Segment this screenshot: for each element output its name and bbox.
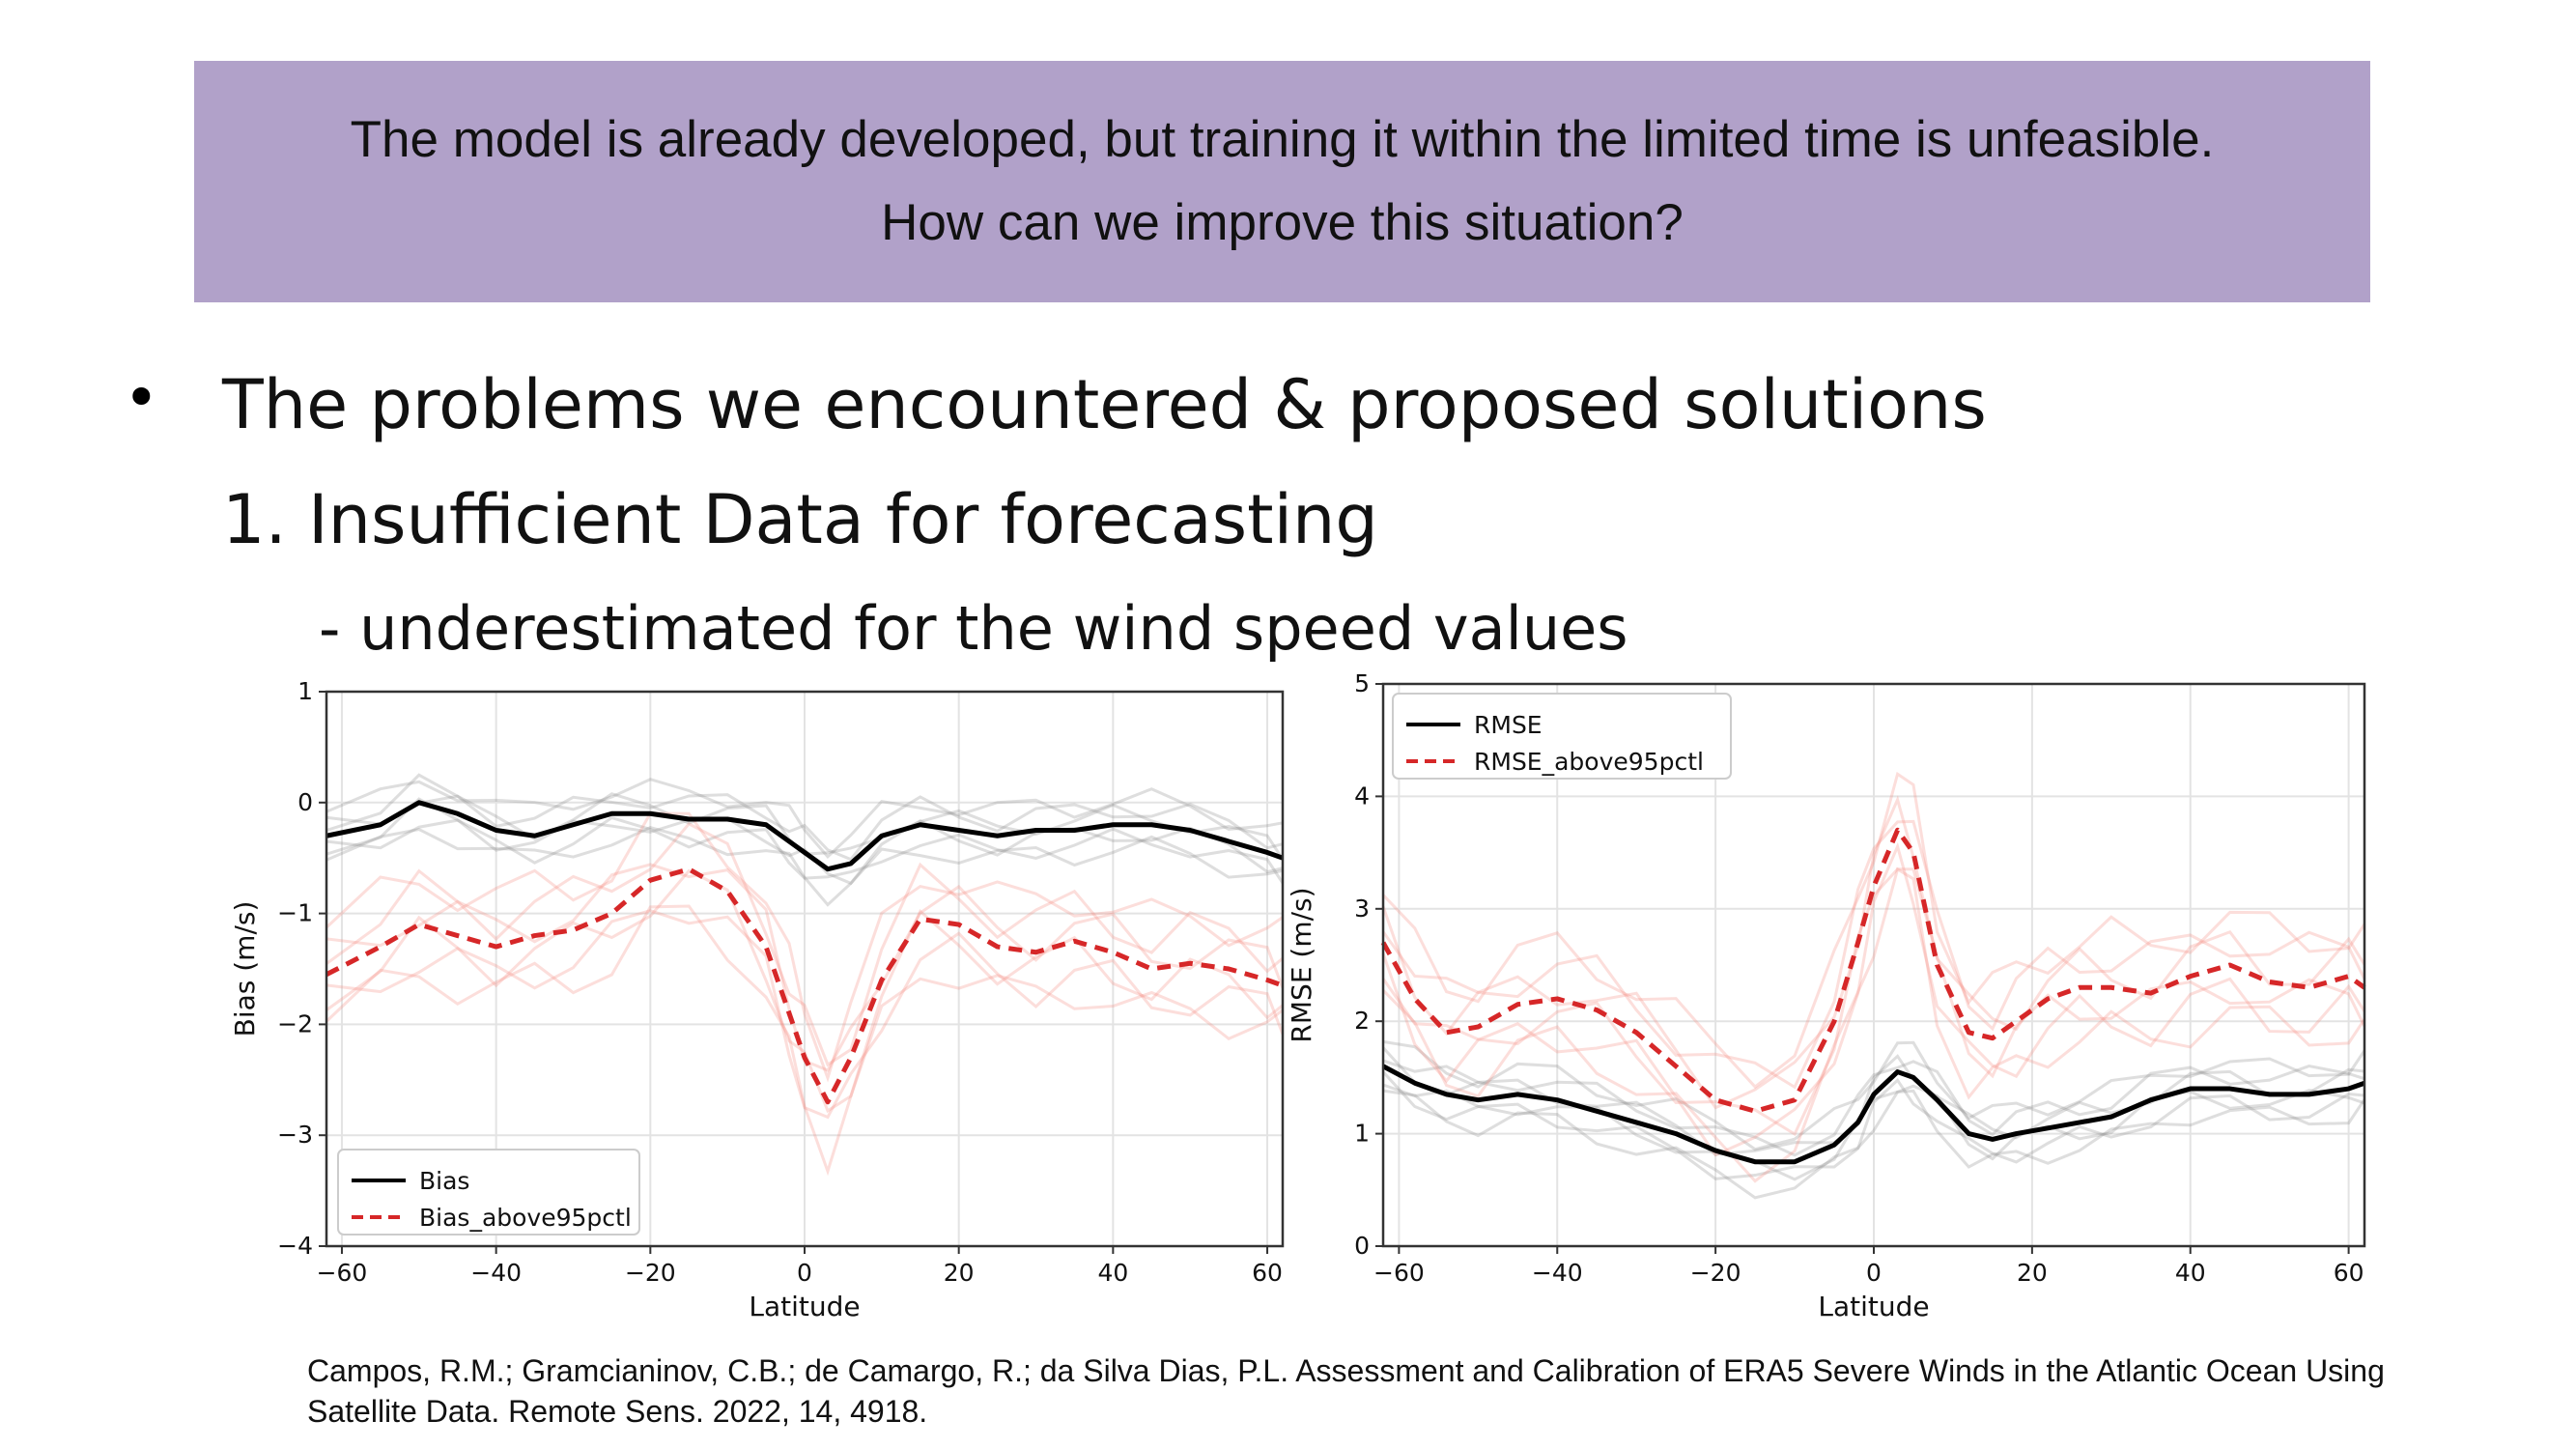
y-tick-label: 1: [297, 677, 313, 705]
x-tick-label: −60: [1373, 1259, 1425, 1287]
x-tick-label: 40: [1097, 1259, 1128, 1287]
legend-label: RMSE: [1474, 711, 1543, 739]
x-axis-label: Latitude: [749, 1291, 860, 1322]
sub-heading: 1. Insufficient Data for forecasting: [222, 480, 1378, 559]
x-tick-label: 40: [2175, 1259, 2206, 1287]
y-tick-label: 2: [1354, 1007, 1370, 1035]
ensemble-member-line: [1382, 1089, 2366, 1200]
series-line-bias_above95pctl: [325, 867, 1284, 1105]
ensemble-member-line: [1381, 795, 2366, 1110]
y-tick-label: −4: [277, 1232, 313, 1260]
x-tick-label: 60: [1252, 1259, 1283, 1287]
y-tick-label: −2: [277, 1009, 313, 1037]
detail-text: - underestimated for the wind speed valu…: [319, 593, 1628, 664]
ensemble-member-line: [1381, 771, 2366, 1090]
y-tick-label: −1: [277, 899, 313, 927]
bias-chart: −60 −40 −20 0 20 40 60 −4 −3 −2 −1 0 1 Latitude Bias (…: [229, 677, 1285, 1322]
banner-line-1: The model is already developed, but trai…: [350, 111, 2215, 168]
y-tick-label: 3: [1354, 895, 1370, 923]
y-tick-label: 0: [297, 788, 313, 816]
ensemble-member-line: [326, 825, 1284, 907]
ensemble-member-line: [326, 778, 1284, 860]
ensemble-member-line: [326, 792, 1285, 861]
y-tick-label: −3: [277, 1121, 313, 1149]
x-tick-label: −20: [1690, 1259, 1741, 1287]
legend-label: Bias: [419, 1167, 469, 1195]
legend-label: RMSE_above95pctl: [1474, 748, 1704, 776]
ensemble-member-line: [1382, 1083, 2365, 1181]
x-axis-label: Latitude: [1818, 1291, 1929, 1322]
ensemble-member-line: [1381, 841, 2366, 1157]
x-tick-label: 20: [2017, 1259, 2048, 1287]
ensemble-member-line: [1381, 1070, 2365, 1180]
ensemble-member-line: [326, 815, 1285, 884]
legend-box: [337, 1149, 640, 1236]
ensemble-member-line: [1381, 867, 2366, 1183]
x-tick-label: −60: [317, 1259, 368, 1287]
x-tick-label: 20: [944, 1259, 975, 1287]
series-line-bias: [326, 800, 1284, 872]
ensemble-member-line: [1381, 867, 2366, 1137]
x-tick-label: −40: [1532, 1259, 1583, 1287]
ensemble-member-line: [326, 773, 1284, 862]
citation-text: Campos, R.M.; Gramcianinov, C.B.; de Cam…: [307, 1353, 2385, 1429]
y-tick-label: 4: [1354, 781, 1370, 810]
ensemble-member-line: [325, 904, 1284, 1177]
x-tick-label: 0: [1866, 1259, 1882, 1287]
x-tick-label: −40: [470, 1259, 522, 1287]
ensemble-member-line: [326, 909, 1285, 1120]
x-tick-label: −20: [625, 1259, 676, 1287]
y-axis-label: Bias (m/s): [229, 901, 261, 1037]
rmse-chart: −60 −40 −20 0 20 40 60 0 1 2 3 4 5 Latitude RMSE (m/s)…: [1286, 669, 2366, 1322]
legend-box: [1392, 693, 1732, 780]
ensemble-member-line: [1382, 1039, 2366, 1151]
y-tick-label: 1: [1354, 1120, 1370, 1148]
ensemble-member-line: [1382, 1059, 2365, 1157]
y-axis-label: RMSE (m/s): [1286, 887, 1317, 1042]
ensemble-member-line: [1381, 819, 2366, 1090]
banner-line-2: How can we improve this situation?: [881, 194, 1684, 251]
x-tick-label: 60: [2334, 1259, 2364, 1287]
bullet-icon: •: [124, 362, 159, 433]
ensemble-member-line: [325, 811, 1284, 1083]
ensemble-member-line: [1381, 1046, 2365, 1156]
legend-label: Bias_above95pctl: [419, 1204, 632, 1232]
main-heading: The problems we encountered & proposed s…: [222, 365, 1987, 444]
y-tick-label: 0: [1354, 1232, 1370, 1260]
question-banner: The model is already developed, but trai…: [194, 61, 2370, 302]
ensemble-member-line: [326, 863, 1285, 1072]
y-tick-label: 5: [1354, 669, 1370, 697]
ensemble-member-line: [326, 822, 1284, 1067]
x-tick-label: 0: [797, 1259, 812, 1287]
series-line-rmse_above95pctl: [1380, 827, 2366, 1114]
series-line-rmse: [1381, 1064, 2365, 1165]
